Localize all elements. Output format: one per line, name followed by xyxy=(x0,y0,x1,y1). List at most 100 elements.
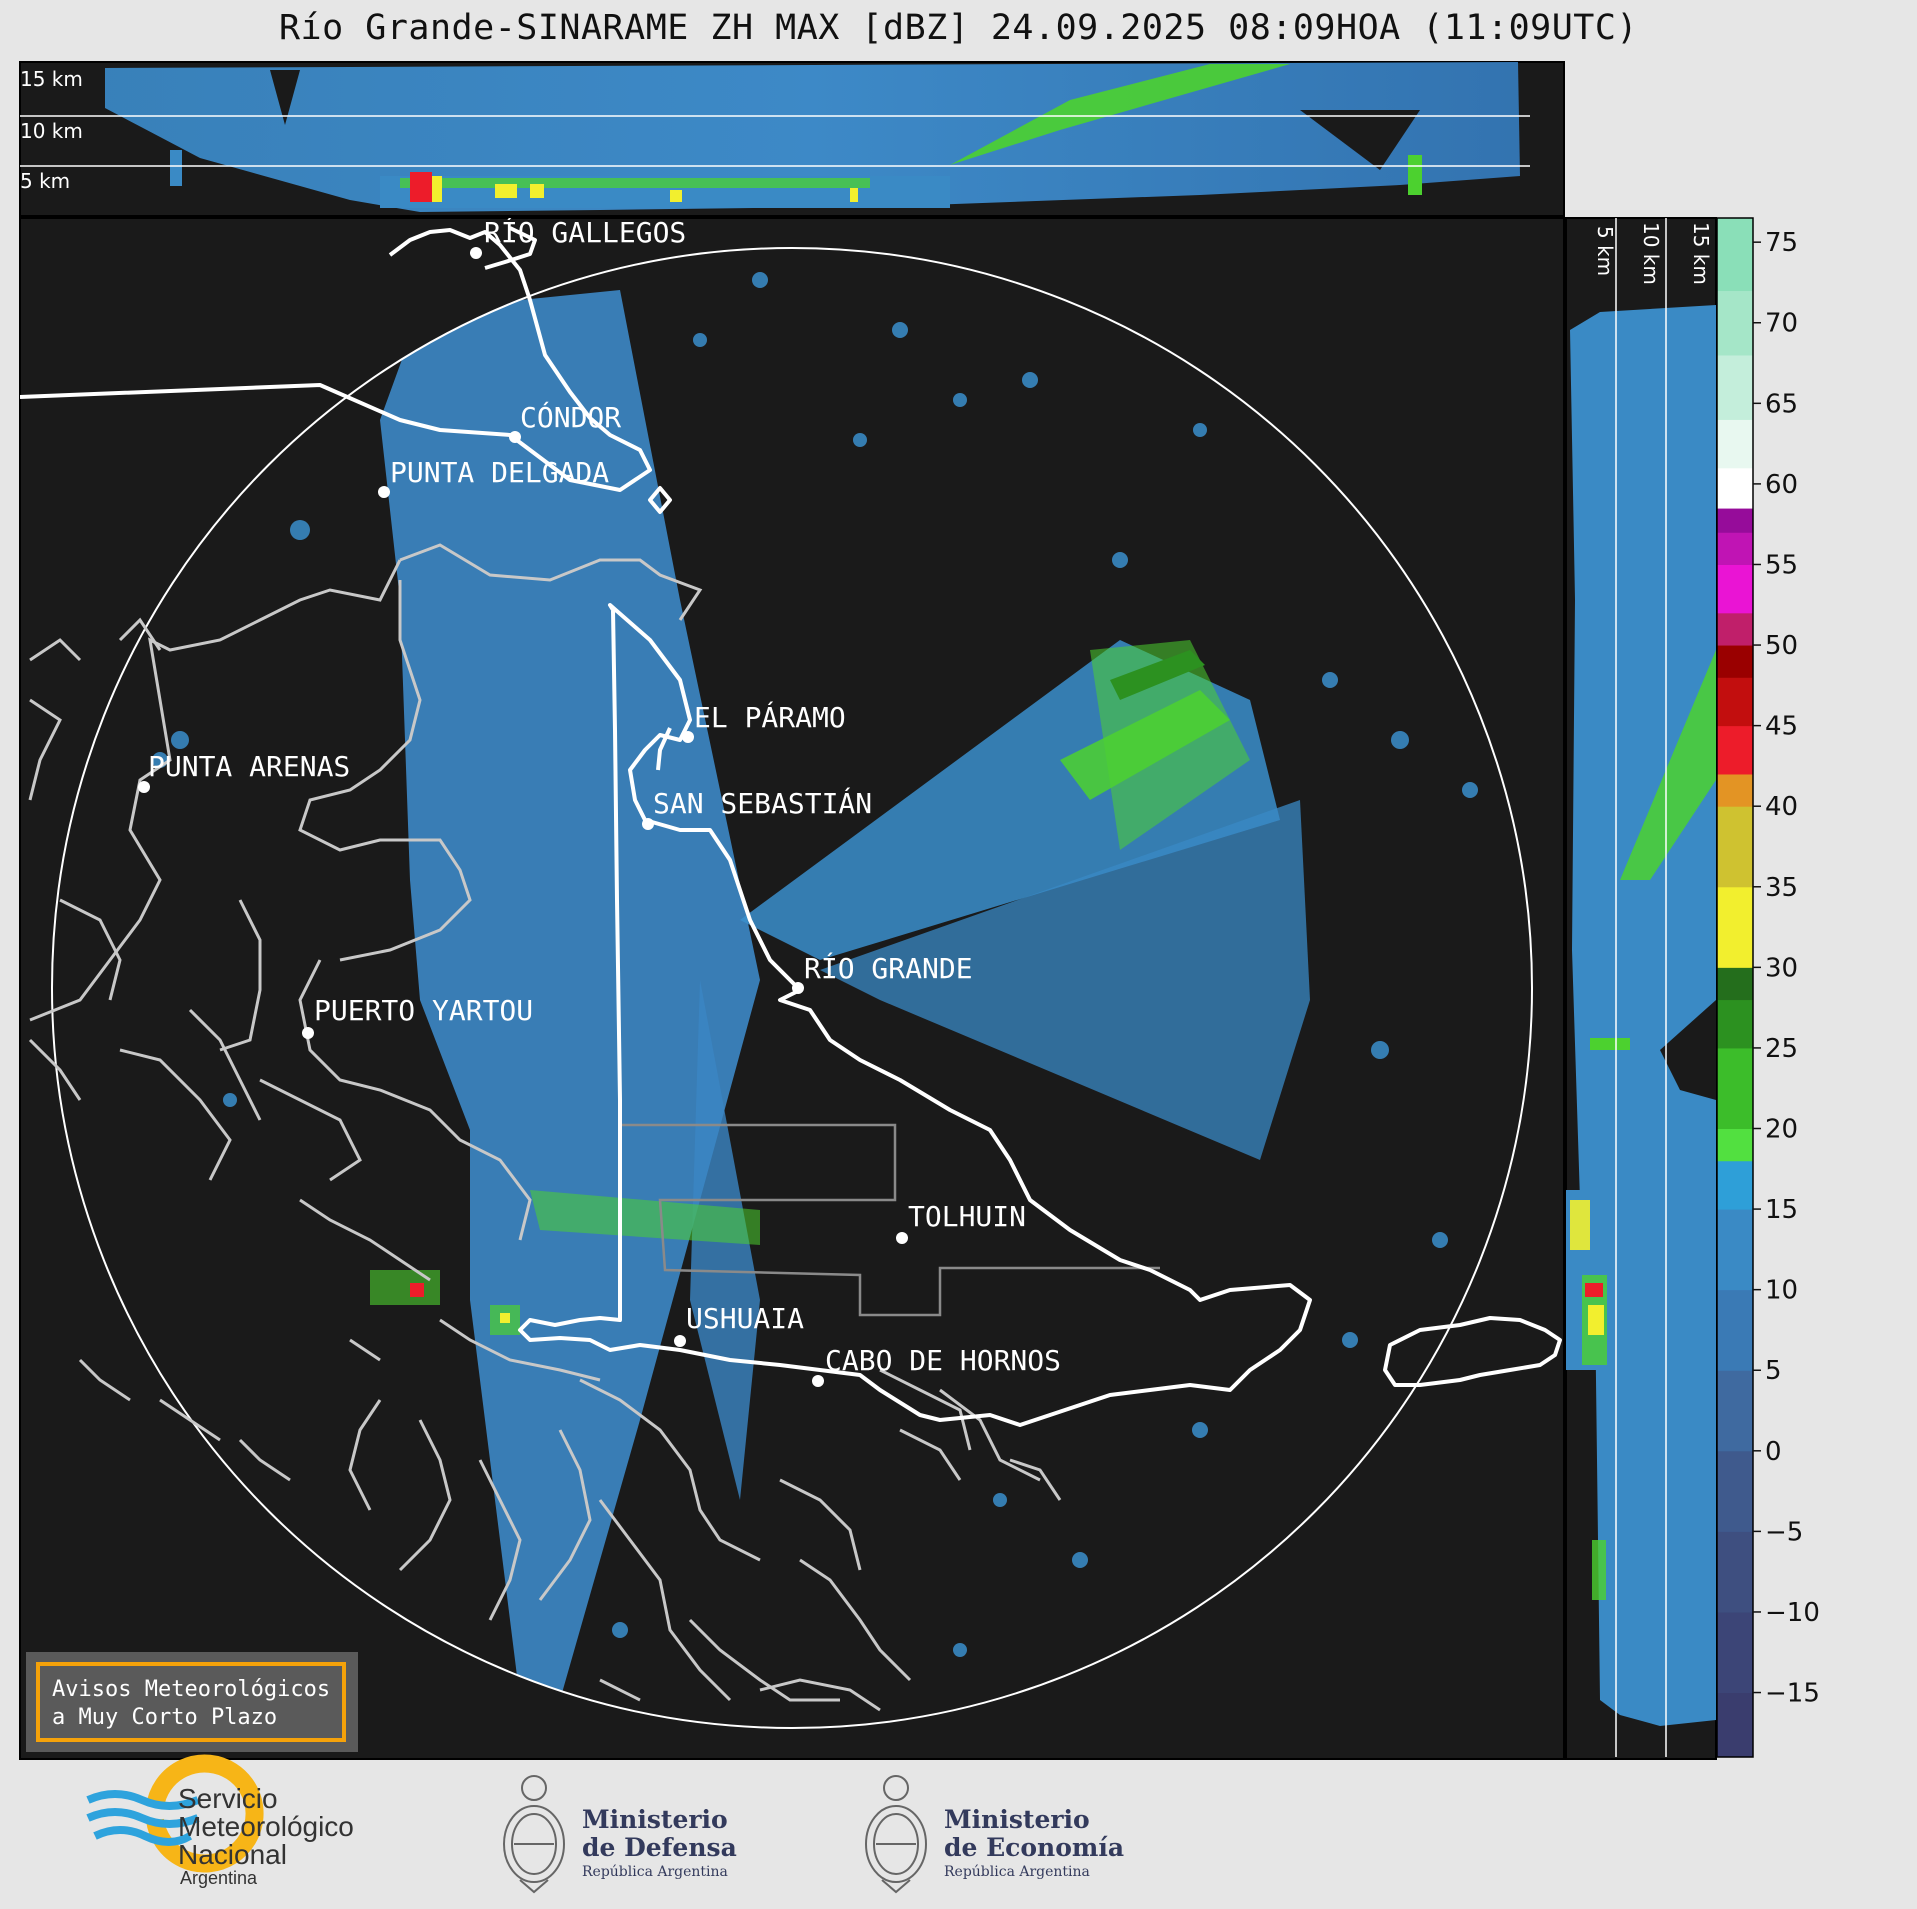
colorbar-segment xyxy=(1717,999,1753,1049)
colorbar-segment xyxy=(1717,612,1753,646)
colorbar-segment xyxy=(1717,508,1753,533)
colorbar-segment xyxy=(1717,1611,1753,1694)
marker-punta-delgada xyxy=(378,486,390,498)
colorbar-tick-label: 15 xyxy=(1765,1195,1798,1225)
colorbar-tick-label: 10 xyxy=(1765,1276,1798,1306)
top-height-label-5: 5 km xyxy=(20,169,70,193)
colorbar-segment xyxy=(1717,645,1753,678)
colorbar-segment xyxy=(1717,1209,1753,1291)
colorbar-segment xyxy=(1717,806,1753,888)
colorbar-tick-label: −10 xyxy=(1765,1598,1820,1628)
colorbar-segment xyxy=(1717,467,1753,509)
smn-line-4: Argentina xyxy=(180,1868,258,1888)
colorbar-segment xyxy=(1717,1531,1753,1613)
colorbar-segment xyxy=(1717,218,1753,292)
colorbar-tick-label: 70 xyxy=(1765,309,1798,339)
marker-san-sebastian xyxy=(642,818,654,830)
coastlines xyxy=(28,543,1062,1712)
colorbar-tick-label: 55 xyxy=(1765,550,1798,580)
city-label-ushuaia: USHUAIA xyxy=(686,1302,804,1335)
colorbar-segment xyxy=(1717,1692,1753,1758)
top-cross-section: 15 km 10 km 5 km xyxy=(19,61,1565,217)
colorbar-segment xyxy=(1717,1128,1753,1162)
radar-echoes xyxy=(152,272,1478,1700)
colorbar-segment xyxy=(1717,532,1753,565)
city-markers xyxy=(138,247,908,1387)
argentina-seal-icon xyxy=(503,1775,565,1894)
city-label-rio-gallegos: RÍO GALLEGOS xyxy=(484,215,686,249)
argentina-seal-icon xyxy=(865,1775,927,1894)
smn-logo-icon xyxy=(146,1754,264,1873)
colorbar-tick-label: 20 xyxy=(1765,1115,1798,1145)
borders xyxy=(20,226,1562,1427)
range-ring xyxy=(51,247,1533,1729)
defensa-line-3: República Argentina xyxy=(582,1864,728,1880)
colorbar-tick-label: 50 xyxy=(1765,631,1798,661)
warning-line-1: Avisos Meteorológicos xyxy=(52,1677,330,1702)
defensa-logo: Ministerio de Defensa República Argentin… xyxy=(503,1775,737,1894)
city-label-san-sebastian: SAN SEBASTIÁN xyxy=(653,786,872,820)
colorbar-tick-label: 0 xyxy=(1765,1437,1782,1467)
city-labels: RÍO GALLEGOS CÓNDOR PUNTA DELGADA EL PÁR… xyxy=(148,215,1061,1377)
side-height-label-15: 15 km xyxy=(1689,222,1713,285)
colorbar-segment xyxy=(1717,354,1753,420)
economia-logo: Ministerio de Economía República Argenti… xyxy=(865,1775,1124,1894)
side-cross-section: 5 km 10 km 15 km xyxy=(1565,217,1717,1760)
colorbar-segment xyxy=(1717,1160,1753,1210)
city-label-rio-grande: RÍO GRANDE xyxy=(804,951,973,985)
colorbar-segment xyxy=(1717,419,1753,469)
region-boundary xyxy=(620,1123,1160,1317)
city-label-cabo-de-hornos: CABO DE HORNOS xyxy=(825,1344,1061,1377)
colorbar-tick-label: −5 xyxy=(1765,1517,1803,1547)
marker-rio-grande xyxy=(792,982,804,994)
colorbar-segment xyxy=(1717,564,1753,614)
economia-line-3: República Argentina xyxy=(944,1864,1090,1880)
page-title: Río Grande-SINARAME ZH MAX [dBZ] 24.09.2… xyxy=(278,8,1639,48)
side-height-label-5: 5 km xyxy=(1593,226,1617,276)
side-height-label-10: 10 km xyxy=(1639,222,1663,285)
marker-ushuaia xyxy=(674,1335,686,1347)
colorbar-tick-label: −15 xyxy=(1765,1679,1820,1709)
colorbar-tick-label: 5 xyxy=(1765,1356,1782,1386)
smn-logo: Servicio Meteorológico Nacional Argentin… xyxy=(86,1754,354,1888)
city-label-puerto-yartou: PUERTO YARTOU xyxy=(314,994,533,1027)
economia-line-1: Ministerio xyxy=(944,1805,1090,1834)
colorbar-tick-label: 35 xyxy=(1765,873,1798,903)
marker-tolhuin xyxy=(896,1232,908,1244)
marker-cabo-de-hornos xyxy=(812,1375,824,1387)
marker-rio-gallegos xyxy=(470,247,482,259)
marker-punta-arenas xyxy=(138,781,150,793)
main-map: RÍO GALLEGOS CÓNDOR PUNTA DELGADA EL PÁR… xyxy=(19,215,1565,1760)
colorbar-tick-label: 40 xyxy=(1765,792,1798,822)
colorbar-tick-label: 30 xyxy=(1765,953,1798,983)
colorbar-segment xyxy=(1717,1370,1753,1452)
city-label-punta-arenas: PUNTA ARENAS xyxy=(148,750,350,783)
marker-puerto-yartou xyxy=(302,1027,314,1039)
top-height-label-15: 15 km xyxy=(20,67,83,91)
colorbar-tick-label: 75 xyxy=(1765,228,1798,258)
colorbar-segment xyxy=(1717,886,1753,968)
colorbar-tick-label: 25 xyxy=(1765,1034,1798,1064)
defensa-line-2: de Defensa xyxy=(582,1833,737,1862)
colorbar-segment xyxy=(1717,1289,1753,1371)
city-label-condor: CÓNDOR xyxy=(520,400,621,434)
smn-line-3: Nacional xyxy=(178,1839,287,1870)
marker-el-paramo xyxy=(682,731,694,743)
smn-line-1: Servicio xyxy=(178,1783,278,1814)
marker-condor xyxy=(509,431,521,443)
economia-line-2: de Economía xyxy=(944,1833,1124,1862)
city-label-el-paramo: EL PÁRAMO xyxy=(694,700,846,734)
colorbar-tick-label: 60 xyxy=(1765,470,1798,500)
smn-line-2: Meteorológico xyxy=(178,1811,354,1842)
colorbar-segment xyxy=(1717,290,1753,356)
city-label-tolhuin: TOLHUIN xyxy=(908,1200,1026,1233)
colorbar-tick-label: 45 xyxy=(1765,712,1798,742)
colorbar-segment xyxy=(1717,1047,1753,1130)
colorbar-frame xyxy=(1716,217,1754,1758)
city-label-punta-delgada: PUNTA DELGADA xyxy=(390,456,609,489)
colorbar-segment xyxy=(1717,773,1753,807)
colorbar-segment xyxy=(1717,725,1753,775)
warning-box: Avisos Meteorológicos a Muy Corto Plazo xyxy=(26,1652,358,1752)
colorbar-segment xyxy=(1717,1450,1753,1532)
